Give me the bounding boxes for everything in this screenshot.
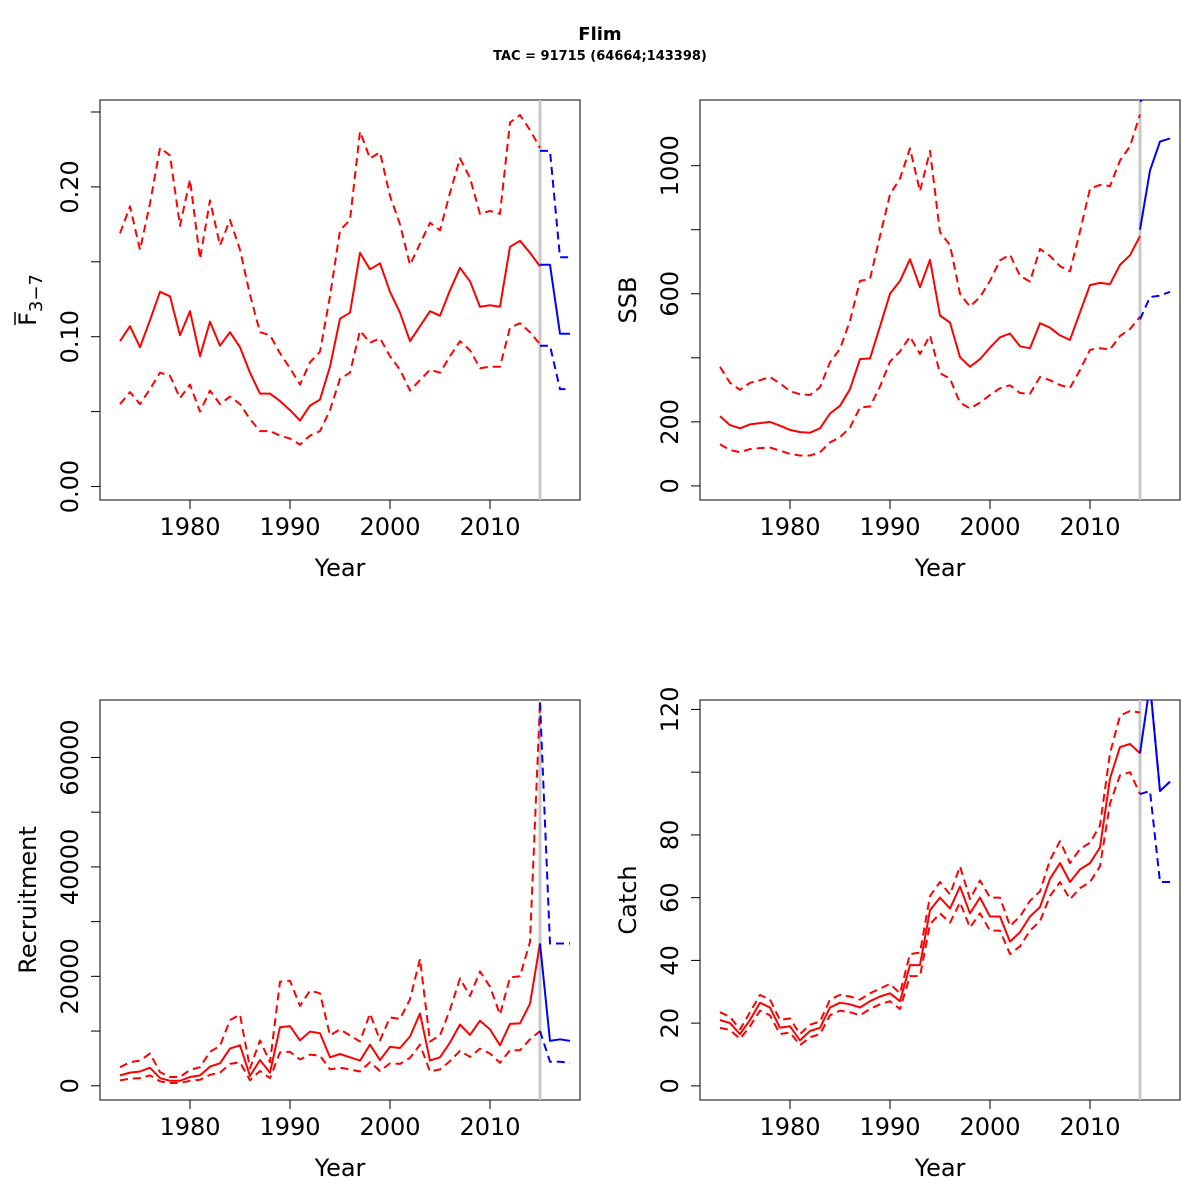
fbar-estimate-median-line <box>119 239 541 422</box>
recruitment-forecast-median-line <box>539 943 571 1042</box>
figure-title: Flim <box>578 24 621 45</box>
ssb-forecast-upper-bound-line <box>1139 100 1144 103</box>
recruitment-x-tick-label: 1990 <box>259 1113 320 1141</box>
catch-x-axis-title: Year <box>914 1154 966 1182</box>
fbar-x-tick-label: 1990 <box>259 513 320 541</box>
fbar-y-tick-label: 0.00 <box>56 460 84 513</box>
catch-y-tick-label: 80 <box>656 820 684 851</box>
ssb-y-axis-title: SSB <box>614 277 642 324</box>
fbar-forecast-upper-bound-line <box>540 149 570 259</box>
ssb-plot-area <box>719 100 1171 500</box>
fbar-x-tick-label: 2000 <box>359 513 420 541</box>
recruitment-plot-area <box>119 700 571 1100</box>
panel-ssb: 1980 1990 2000 2010 0 200 600 1000 Year SSB <box>614 99 1181 582</box>
ssb-x-tick-label: 1990 <box>859 513 920 541</box>
ssb-y-tick-label: 0 <box>656 478 684 493</box>
ssb-x-tick-label: 2000 <box>959 513 1020 541</box>
panel-catch: 1980 1990 2000 2010 0 20 40 60 80 120 Year Catch <box>614 687 1181 1182</box>
fbar-x-tick-label: 1980 <box>159 513 220 541</box>
recruitment-forecast-lower-bound-line <box>539 1030 571 1064</box>
ssb-x-axis-title: Year <box>914 554 966 582</box>
fbar-x-tick-label: 2010 <box>459 513 520 541</box>
catch-estimate-median-line <box>719 742 1141 1042</box>
ssb-estimate-median-line <box>719 235 1141 434</box>
recruitment-y-tick-label: 40000 <box>56 829 84 905</box>
fbar-y-tick-label: 0.20 <box>56 160 84 213</box>
recruitment-estimate-lower-bound-line <box>119 1030 541 1084</box>
fbar-plot-area <box>119 100 570 500</box>
catch-y-tick-label: 0 <box>656 1078 684 1093</box>
recruitment-forecast-upper-bound-line <box>539 702 570 945</box>
ssb-y-tick-label: 1000 <box>656 135 684 196</box>
catch-x-tick-label: 2010 <box>1059 1113 1120 1141</box>
recruitment-plot-frame <box>99 699 581 1101</box>
recruitment-y-axis-title: Recruitment <box>14 826 42 973</box>
catch-estimate-upper-bound-line <box>719 710 1141 1036</box>
catch-y-axis-title: Catch <box>614 865 642 934</box>
recruitment-estimate-upper-bound-line <box>119 702 541 1078</box>
fbar-x-axis-title: Year <box>314 554 366 582</box>
ssb-x-tick-label: 2010 <box>1059 513 1120 541</box>
recruitment-x-tick-label: 1980 <box>159 1113 220 1141</box>
catch-y-tick-label: 40 <box>656 945 684 976</box>
figure-subtitle: TAC = 91715 (64664;143398) <box>493 49 707 64</box>
ssb-y-tick-label: 600 <box>656 271 684 317</box>
catch-plot-frame <box>699 699 1181 1101</box>
fbar-forecast-median-line <box>540 263 570 335</box>
ssb-plot-frame <box>699 99 1181 501</box>
catch-y-tick-label: 60 <box>656 882 684 913</box>
fbar-y-axis-title: F3−7 <box>14 274 47 326</box>
ssb-forecast-median-line <box>1139 137 1171 230</box>
fbar-y-tick-label: 0.10 <box>56 310 84 363</box>
ssb-y-tick-label: 200 <box>656 399 684 445</box>
fbar-plot-frame <box>99 99 581 501</box>
recruitment-y-axis-title-main: Recruitment <box>14 826 42 973</box>
recruitment-x-axis-title: Year <box>314 1154 366 1182</box>
catch-x-tick-label: 2000 <box>959 1113 1020 1141</box>
catch-y-axis-title-main: Catch <box>614 865 642 934</box>
panel-recruitment: 1980 1990 2000 2010 0 20000 40000 60000 Year Recr… <box>14 699 581 1182</box>
recruitment-x-tick-label: 2000 <box>359 1113 420 1141</box>
catch-forecast-lower-bound-line <box>1139 790 1170 883</box>
fbar-y-axis-title-sub: 3−7 <box>26 274 47 312</box>
catch-x-tick-label: 1980 <box>759 1113 820 1141</box>
catch-x-tick-label: 1990 <box>859 1113 920 1141</box>
catch-y-tick-label: 120 <box>656 687 684 733</box>
recruitment-x-tick-label: 2010 <box>459 1113 520 1141</box>
ssb-forecast-lower-bound-line <box>1139 290 1171 320</box>
recruitment-estimate-median-line <box>119 943 541 1082</box>
recruitment-y-tick-label: 0 <box>56 1078 84 1093</box>
catch-plot-area <box>719 700 1171 1100</box>
catch-forecast-median-line <box>1139 700 1171 792</box>
ssb-y-axis-title-main: SSB <box>614 277 642 324</box>
ssb-estimate-upper-bound-line <box>719 114 1141 396</box>
fbar-y-axis-title-main: F <box>14 312 42 326</box>
recruitment-y-tick-label: 20000 <box>56 938 84 1014</box>
catch-y-tick-label: 20 <box>656 1008 684 1039</box>
panel-fbar: 1980 1990 2000 2010 0.00 0.10 0.20 Year F3−7 <box>14 99 581 582</box>
fbar-estimate-upper-bound-line <box>119 114 541 386</box>
recruitment-y-tick-label: 60000 <box>56 719 84 795</box>
fbar-estimate-lower-bound-line <box>119 322 541 446</box>
fbar-forecast-lower-bound-line <box>540 344 570 391</box>
ssb-x-tick-label: 1980 <box>759 513 820 541</box>
